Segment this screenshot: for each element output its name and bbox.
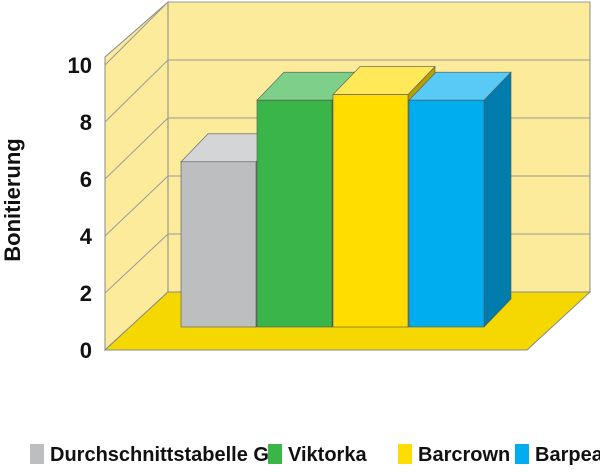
side-wall [104, 0, 169, 352]
bars [180, 65, 512, 328]
legend-item: Barpearl [515, 444, 600, 466]
legend-item: Viktorka [268, 444, 367, 466]
bar-front [256, 99, 333, 328]
legend-swatch [398, 444, 412, 464]
legend-label: Durchschnittstabelle G3 [50, 444, 280, 466]
y-tick-label: 2 [80, 281, 92, 306]
legend-item: Barcrown [398, 444, 510, 466]
legend: Durchschnittstabelle G3 Viktorka Barcrown B… [30, 444, 600, 466]
legend-swatch [268, 444, 282, 464]
gridline [104, 1, 590, 66]
bar [408, 71, 512, 328]
y-axis-label: Bonitierung [0, 138, 25, 261]
y-tick-label: 4 [80, 224, 93, 249]
bar-side [483, 71, 512, 328]
legend-item: Durchschnittstabelle G3 [30, 444, 280, 466]
gridline [104, 59, 590, 123]
y-tick-label: 10 [68, 53, 92, 78]
y-tick-label: 8 [80, 110, 92, 135]
legend-swatch [515, 444, 529, 464]
y-tick-label: 0 [80, 338, 92, 363]
bar-front [408, 99, 485, 328]
legend-label: Barcrown [418, 444, 510, 466]
legend-label: Barpearl [535, 444, 600, 466]
legend-swatch [30, 444, 44, 464]
y-axis-ticks: 0 2 4 6 8 10 [68, 53, 93, 363]
legend-label: Viktorka [288, 444, 367, 466]
y-tick-label: 6 [80, 167, 92, 192]
bar-front [180, 161, 257, 328]
bar-front [332, 94, 409, 328]
